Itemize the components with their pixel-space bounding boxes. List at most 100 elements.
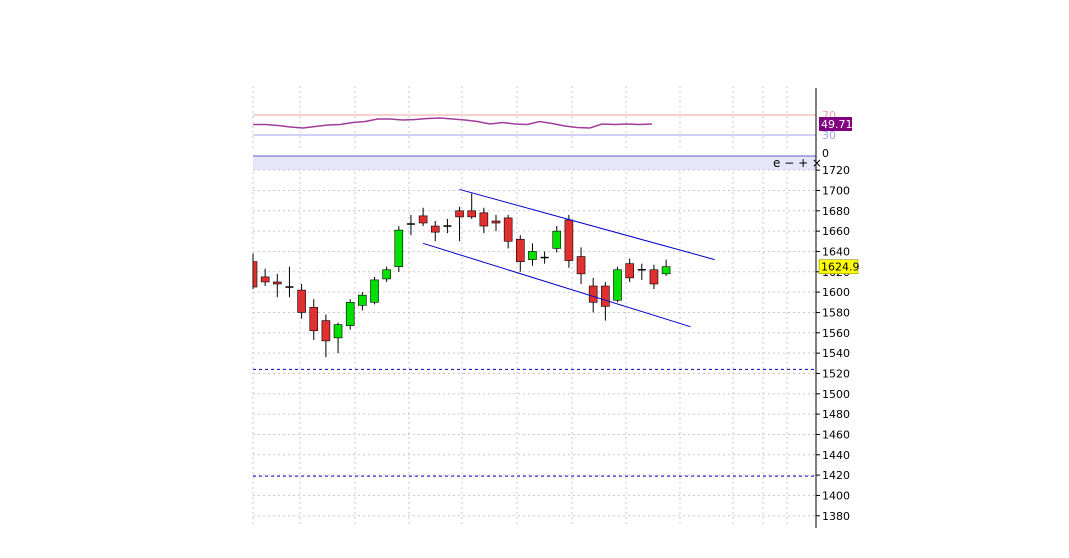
rsi-grid	[252, 86, 788, 150]
price-axis-tick-label: 1440	[822, 449, 850, 462]
price-axis-tick-label: 1380	[822, 510, 850, 523]
price-axis-tick-label: 1600	[822, 286, 850, 299]
candle	[382, 266, 391, 282]
candle	[333, 322, 343, 354]
candle	[528, 243, 537, 266]
candle	[443, 218, 452, 234]
last-price-label: 1624.9	[821, 261, 860, 274]
candle	[649, 264, 659, 290]
candle-body	[297, 289, 306, 313]
candle-body	[613, 269, 622, 301]
candle	[260, 268, 270, 287]
candle	[321, 314, 331, 358]
candle	[358, 292, 367, 311]
candle-body	[333, 324, 343, 339]
price-axis-tick-label: 1700	[822, 184, 850, 197]
candle-body	[455, 210, 464, 218]
candle-body	[564, 219, 574, 261]
candle	[491, 214, 501, 232]
candle	[503, 214, 513, 249]
candle-body	[394, 229, 404, 268]
candle	[467, 193, 477, 219]
candle-body	[321, 320, 331, 342]
candle-body	[503, 217, 513, 242]
rsi-tick-label-zero: 0	[822, 147, 829, 160]
price-axis-tick-label: 1400	[822, 489, 850, 502]
candle	[430, 220, 440, 242]
candle-body	[358, 294, 367, 306]
price-axis-tick-label: 1460	[822, 428, 850, 441]
candle-body	[588, 285, 598, 303]
channel-lower-trendline[interactable]	[422, 242, 691, 328]
panel-separator-bar[interactable]	[253, 156, 816, 170]
candle-body	[272, 281, 282, 285]
last-price-badge	[818, 259, 859, 274]
price-axis-tick-label: 1560	[822, 327, 850, 340]
candle	[661, 259, 671, 276]
candle	[588, 277, 598, 313]
candle-body	[370, 279, 379, 303]
candle-body	[661, 266, 671, 275]
candle	[309, 299, 319, 340]
price-axis-tick-label: 1580	[822, 306, 850, 319]
candle-body	[601, 285, 610, 307]
candle	[601, 281, 610, 321]
candle	[418, 207, 428, 227]
candle-body	[552, 230, 562, 249]
candle-body	[649, 269, 659, 285]
candle-body	[309, 307, 319, 332]
candle-body	[418, 215, 428, 224]
rsi-line	[253, 117, 653, 129]
candle-body	[576, 256, 586, 275]
rsi-value-badge	[819, 117, 852, 131]
candle	[540, 251, 549, 264]
candle-body	[625, 263, 634, 279]
price-panel: 1720170016801660164016201600158015601540…	[252, 164, 860, 526]
rsi-tick-label-lower: 30	[822, 129, 836, 142]
price-axis-tick-label: 1540	[822, 347, 850, 360]
candle	[455, 206, 464, 242]
candle	[394, 226, 404, 272]
candle-body	[467, 210, 477, 218]
candle	[406, 214, 415, 236]
candle-body	[252, 261, 258, 288]
candle	[479, 207, 489, 234]
channel-upper-trendline[interactable]	[459, 188, 715, 261]
panel-controls[interactable]: e − + ×	[773, 156, 822, 170]
candle	[370, 276, 379, 305]
candle	[252, 253, 258, 290]
rsi-value-label: 49.71	[821, 118, 853, 131]
candle-body	[515, 238, 525, 262]
horizontal-levels	[253, 368, 816, 477]
candle	[576, 247, 586, 284]
price-axis-tick-label: 1640	[822, 245, 850, 258]
candle	[272, 273, 282, 298]
price-axis-tick-label: 1680	[822, 205, 850, 218]
candle	[564, 214, 574, 268]
price-axis-tick-label: 1720	[822, 164, 850, 177]
candle	[345, 299, 355, 330]
candle-body	[479, 212, 489, 227]
price-axis-tick-label: 1500	[822, 388, 850, 401]
price-axis-ticks: 1720170016801660164016201600158015601540…	[816, 164, 850, 523]
candle-body	[345, 301, 355, 326]
candle-body	[382, 269, 391, 280]
candle	[552, 226, 562, 253]
candle-body	[260, 276, 270, 283]
candle	[285, 266, 294, 298]
price-axis-tick-label: 1420	[822, 469, 850, 482]
price-axis-tick-label: 1520	[822, 367, 850, 380]
price-axis-tick-label: 1660	[822, 225, 850, 238]
candle-body	[528, 251, 537, 260]
candle-body	[430, 225, 440, 233]
candle-body	[491, 220, 501, 224]
candle	[637, 263, 646, 280]
rsi-panel: 70 30 0 49.71	[252, 86, 853, 160]
candle	[515, 235, 525, 272]
candle	[625, 258, 634, 282]
candle	[613, 266, 622, 303]
price-grid	[252, 169, 816, 526]
price-axis-tick-label: 1480	[822, 408, 850, 421]
candle	[297, 283, 306, 319]
